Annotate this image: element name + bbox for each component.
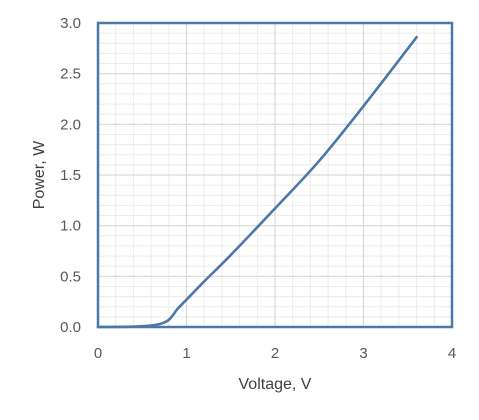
x-tick-label: 2 [271,345,279,362]
x-axis-title: Voltage, V [239,376,312,393]
x-tick-label: 3 [359,345,367,362]
y-tick-label: 0.0 [60,319,81,336]
y-tick-label: 1.0 [60,218,81,235]
y-tick-label: 3.0 [60,15,81,32]
y-tick-label: 2.0 [60,116,81,133]
x-tick-label: 1 [182,345,190,362]
x-tick-label: 4 [448,345,456,362]
y-axis-tick-labels: 0.0 0.5 1.0 1.5 2.0 2.5 3.0 [60,15,81,336]
y-tick-label: 2.5 [60,66,81,83]
y-axis-title: Power, W [31,140,48,209]
x-axis-tick-labels: 0 1 2 3 4 [94,345,456,362]
y-tick-label: 0.5 [60,268,81,285]
y-tick-label: 1.5 [60,167,81,184]
x-tick-label: 0 [94,345,102,362]
plot-frame [96,21,454,329]
